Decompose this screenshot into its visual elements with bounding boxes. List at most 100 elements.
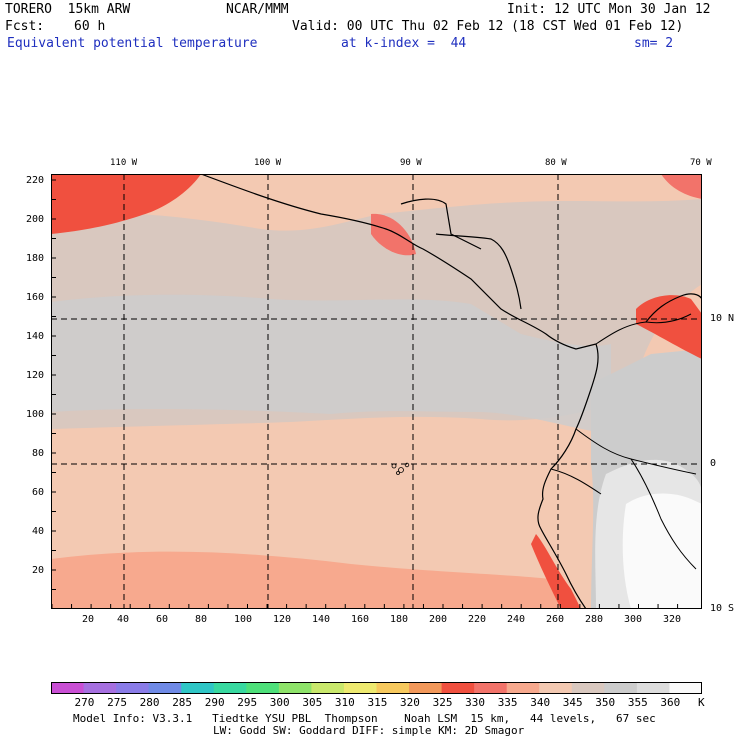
- y-tick: 40: [32, 526, 45, 537]
- coastline-central-america: [200, 174, 597, 350]
- colorbar-label: 280: [139, 696, 160, 709]
- x-tick: 100: [234, 614, 253, 625]
- model-info-line1: Model Info: V3.3.1 Tiedtke YSU PBL Thomp…: [73, 712, 656, 725]
- level-label: at k-index = 44: [341, 36, 467, 51]
- colorbar-cell: [311, 682, 345, 694]
- colorbar-label: 355: [627, 696, 648, 709]
- colorbar-label: 300: [269, 696, 290, 709]
- colorbar-frame: [51, 682, 702, 694]
- field-330-335-venezuela: [636, 295, 702, 359]
- y-tick: 100: [26, 409, 45, 420]
- galapagos-island: [396, 471, 400, 475]
- field-335-340-caribbean: [661, 174, 702, 199]
- colorbar-cell: [474, 682, 508, 694]
- lon-label-90w: 90 W: [400, 158, 422, 168]
- border-ecuador-peru: [550, 468, 602, 495]
- y-tick: 60: [32, 487, 45, 498]
- colorbar-label: 305: [302, 696, 323, 709]
- colorbar-unit: K: [698, 696, 705, 709]
- lon-label-100w: 100 W: [254, 158, 282, 168]
- colorbar: [51, 682, 702, 694]
- colorbar-cell: [83, 682, 117, 694]
- field-360-plus: [622, 493, 702, 609]
- y-tick: 200: [26, 214, 45, 225]
- colorbar-label: 295: [237, 696, 258, 709]
- forecast-hour: 60 h: [74, 19, 106, 34]
- x-tick: 220: [468, 614, 487, 625]
- colorbar-cell: [246, 682, 280, 694]
- lon-label-80w: 80 W: [545, 158, 567, 168]
- y-tick: 120: [26, 370, 45, 381]
- colorbar-cell: [376, 682, 410, 694]
- colorbar-label: 290: [204, 696, 225, 709]
- colorbar-cell: [409, 682, 443, 694]
- border-peru-brazil: [630, 458, 697, 570]
- valid-time: Valid: 00 UTC Thu 02 Feb 12 (18 CST Wed …: [292, 19, 684, 34]
- smoothing-label: sm= 2: [634, 36, 674, 51]
- colorbar-label: 350: [595, 696, 616, 709]
- x-tick: 300: [624, 614, 643, 625]
- x-tick: 320: [663, 614, 682, 625]
- coastline-colombia: [537, 343, 599, 609]
- colorbar-label: 325: [432, 696, 453, 709]
- galapagos-island: [404, 462, 410, 468]
- galapagos-island: [398, 467, 404, 473]
- x-tick: 160: [351, 614, 370, 625]
- colorbar-label: 320: [400, 696, 420, 709]
- forecast-label: Fcst:: [5, 19, 45, 34]
- colorbar-cell: [441, 682, 475, 694]
- colorbar-cell: [181, 682, 215, 694]
- colorbar-label: 315: [367, 696, 388, 709]
- theta-e-map: [51, 174, 702, 609]
- organization-label: NCAR/MMM: [226, 2, 289, 17]
- field-330-335-guatemala: [371, 213, 416, 256]
- y-tick: 140: [26, 331, 45, 342]
- x-tick: 20: [82, 614, 95, 625]
- x-tick: 60: [156, 614, 169, 625]
- model-info-line2: LW: Godd SW: Goddard DIFF: simple KM: 2D…: [213, 724, 525, 737]
- field-name: Equivalent potential temperature: [7, 36, 258, 51]
- colorbar-label: 275: [107, 696, 127, 709]
- colorbar-cell: [571, 682, 605, 694]
- colorbar-cell: [604, 682, 638, 694]
- colorbar-cell: [539, 682, 573, 694]
- colorbar-cell: [213, 682, 247, 694]
- field-335-340-south: [51, 551, 571, 609]
- lat-label-0: 0: [710, 458, 717, 469]
- colorbar-cell: [51, 682, 85, 694]
- colorbar-cell: [116, 682, 150, 694]
- colorbar-cell: [669, 682, 702, 694]
- x-tick: 200: [429, 614, 448, 625]
- colorbar-cell: [148, 682, 182, 694]
- coastline-venezuela: [645, 293, 702, 323]
- colorbar-label: 330: [465, 696, 485, 709]
- x-tick: 180: [390, 614, 409, 625]
- lon-label-70w: 70 W: [690, 158, 712, 168]
- colorbar-label: 340: [530, 696, 551, 709]
- colorbar-label: 310: [334, 696, 355, 709]
- colorbar-cell: [278, 682, 312, 694]
- field-350-355-north: [51, 294, 611, 434]
- x-tick: 280: [585, 614, 604, 625]
- field-330-335-nw: [51, 174, 201, 234]
- colorbar-label: 270: [74, 696, 95, 709]
- colorbar-label: 335: [497, 696, 518, 709]
- x-tick: 120: [273, 614, 292, 625]
- lon-label-110w: 110 W: [110, 158, 138, 168]
- colorbar-cell: [506, 682, 540, 694]
- y-tick: 180: [26, 253, 45, 264]
- x-tick: 40: [117, 614, 130, 625]
- lat-label-10n: 10 N: [710, 313, 735, 324]
- y-tick: 220: [26, 175, 45, 186]
- map-frame: [51, 174, 702, 609]
- x-tick: 80: [195, 614, 208, 625]
- x-tick: 260: [546, 614, 565, 625]
- colorbar-label: 285: [172, 696, 193, 709]
- y-tick: 20: [32, 565, 45, 576]
- colorbar-cell: [343, 682, 377, 694]
- colorbar-cell: [636, 682, 670, 694]
- y-tick: 80: [32, 448, 45, 459]
- coastline-honduras: [435, 233, 522, 310]
- coastline-yucatan: [400, 198, 482, 250]
- y-tick-marks: [51, 179, 56, 609]
